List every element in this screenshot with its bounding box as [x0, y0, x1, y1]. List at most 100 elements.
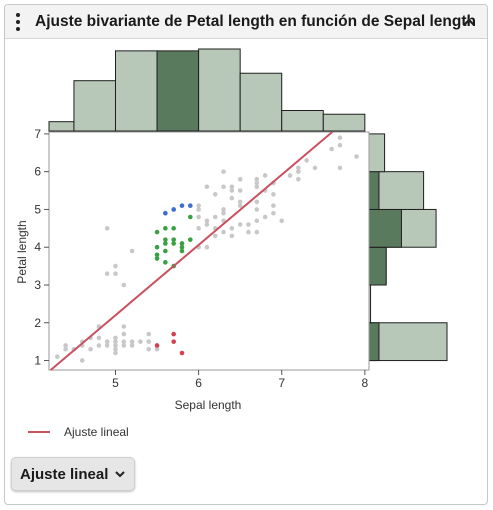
- x-hist-bar: [239, 72, 283, 132]
- y-histogram: [368, 133, 448, 362]
- point-default: [296, 176, 301, 182]
- y-hist-selected-bar: [368, 171, 380, 210]
- x-tick-label: 5: [112, 376, 119, 390]
- point-default: [121, 343, 127, 348]
- point-default: [229, 188, 235, 193]
- point-default: [212, 233, 218, 239]
- point-default: [196, 214, 201, 220]
- point-default: [229, 184, 235, 190]
- point-green: [171, 241, 176, 246]
- point-default: [154, 346, 160, 352]
- fit-line: [50, 131, 333, 371]
- y-tick-label: 5: [34, 202, 41, 216]
- point-green: [163, 248, 168, 254]
- point-default: [204, 184, 210, 190]
- point-default: [104, 226, 110, 231]
- point-default: [196, 203, 201, 208]
- chevron-down-icon: [115, 471, 126, 478]
- y-tick-label: 7: [34, 127, 41, 141]
- point-default: [254, 176, 260, 182]
- y-axis-label: Petal length: [15, 220, 29, 283]
- point-blue: [179, 203, 185, 208]
- point-default: [121, 331, 127, 337]
- point-green: [171, 226, 176, 231]
- point-default: [121, 282, 127, 288]
- point-default: [113, 335, 118, 341]
- x-tick-label: 6: [195, 376, 202, 390]
- point-default: [212, 214, 218, 220]
- point-default: [146, 346, 152, 352]
- point-default: [204, 222, 210, 227]
- x-hist-bar: [198, 48, 241, 132]
- panel-header: Ajuste bivariante de Petal length en fun…: [5, 5, 487, 39]
- point-blue: [187, 203, 193, 208]
- x-hist-bar: [48, 121, 75, 132]
- linear-fit-dropdown-button[interactable]: Ajuste lineal: [11, 457, 136, 491]
- y-axis: 1 2 3 4 5 6 7: [34, 127, 49, 368]
- point-default: [113, 339, 118, 344]
- point-green: [179, 248, 185, 254]
- point-default: [254, 180, 260, 186]
- scatter-chart: 5 6 7 8 1 2 3 4 5 6 7 Sepal length Petal length: [15, 48, 448, 412]
- point-blue: [171, 207, 176, 212]
- y-hist-bar: [368, 133, 386, 173]
- fit-line-path: [50, 131, 333, 371]
- point-default: [146, 331, 152, 337]
- point-default: [221, 207, 226, 212]
- point-default: [271, 192, 276, 197]
- chevron-up-icon[interactable]: [461, 14, 477, 30]
- point-default: [204, 218, 210, 224]
- point-default: [254, 229, 260, 235]
- x-hist-bar: [322, 113, 366, 132]
- point-green: [179, 244, 185, 250]
- point-default: [337, 165, 343, 171]
- point-default: [312, 165, 318, 171]
- point-green: [163, 260, 168, 265]
- point-default: [229, 226, 235, 231]
- point-default: [304, 158, 309, 163]
- point-default: [96, 343, 102, 348]
- x-hist-bar: [114, 50, 158, 132]
- point-default: [254, 199, 260, 205]
- y-tick-label: 1: [34, 354, 41, 368]
- x-hist-bar: [281, 110, 324, 132]
- point-default: [129, 248, 135, 254]
- point-green: [154, 229, 160, 235]
- y-hist-selected-bar: [368, 322, 380, 362]
- y-hist-bar: [368, 322, 448, 362]
- point-default: [121, 339, 127, 344]
- point-green: [163, 241, 168, 246]
- point-green: [163, 226, 168, 231]
- point-default: [79, 358, 85, 363]
- point-default: [88, 346, 93, 352]
- point-green: [187, 214, 193, 220]
- point-red: [171, 331, 176, 337]
- more-vert-icon[interactable]: [5, 5, 31, 38]
- panel-title: Ajuste bivariante de Petal length en fun…: [35, 12, 476, 30]
- legend-label: Ajuste lineal: [64, 425, 129, 439]
- point-default: [271, 203, 276, 208]
- point-default: [104, 339, 110, 344]
- point-default: [237, 176, 243, 182]
- point-default: [287, 173, 293, 178]
- point-default: [296, 169, 301, 174]
- point-default: [221, 229, 226, 235]
- point-default: [221, 184, 226, 190]
- point-default: [121, 324, 127, 329]
- point-default: [104, 271, 110, 276]
- point-default: [113, 343, 118, 348]
- point-default: [63, 343, 68, 348]
- point-default: [246, 229, 251, 235]
- x-tick-label: 7: [278, 376, 285, 390]
- point-default: [113, 263, 118, 269]
- point-default: [138, 339, 143, 344]
- point-default: [296, 165, 301, 171]
- point-default: [113, 271, 118, 276]
- point-red: [171, 339, 176, 344]
- point-default: [262, 173, 268, 178]
- x-histogram: [48, 48, 366, 132]
- point-default: [329, 146, 334, 152]
- point-default: [204, 244, 210, 250]
- y-tick-label: 6: [34, 165, 41, 179]
- point-default: [229, 195, 235, 201]
